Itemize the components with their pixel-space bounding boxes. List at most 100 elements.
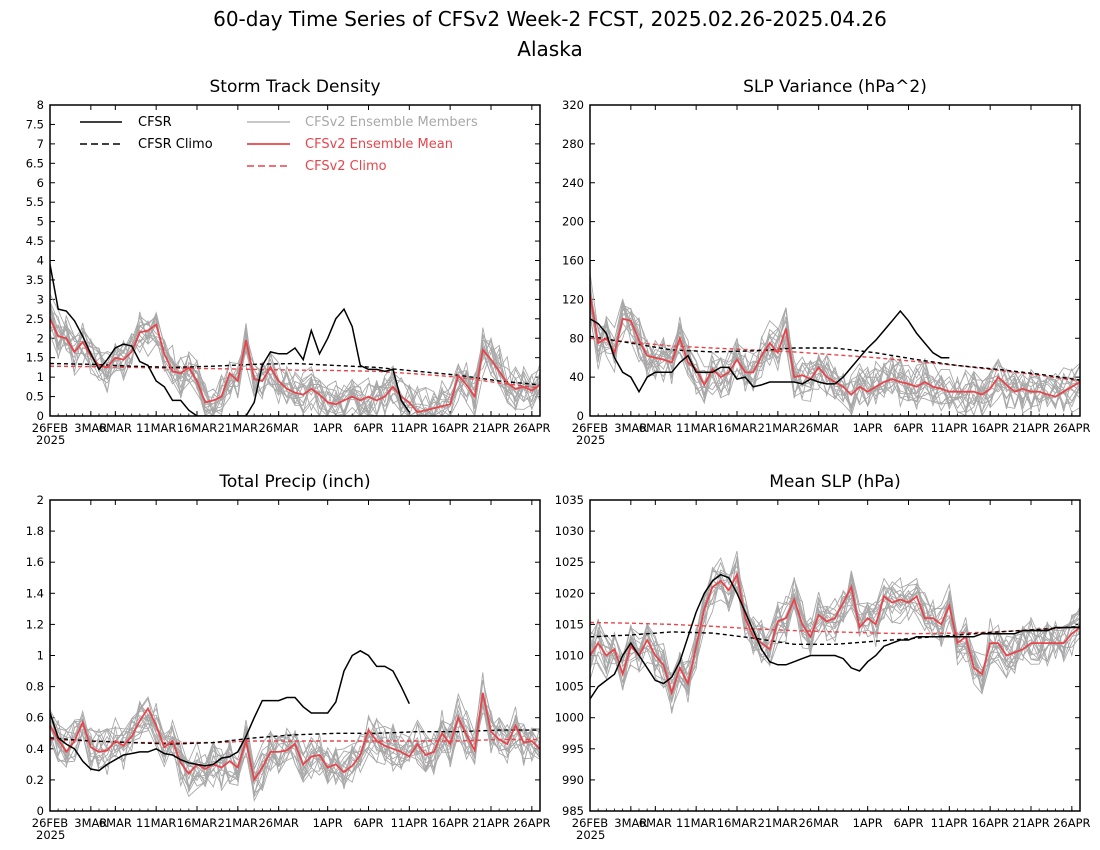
x-tick-label: 26APR — [1053, 816, 1090, 830]
x-tick-label: 6MAR — [99, 816, 132, 830]
cfsr-line — [50, 649, 410, 772]
y-tick-label: 0.8 — [26, 680, 44, 694]
panel-title: Storm Track Density — [209, 77, 380, 97]
x-year-label: 2025 — [36, 433, 65, 447]
cfsv2-climo-line — [590, 337, 1080, 382]
ensemble-member-line — [50, 703, 540, 793]
cfsr-line — [590, 573, 1080, 700]
x-tick-label: 1APR — [853, 816, 883, 830]
x-tick-label: 16APR — [971, 816, 1008, 830]
y-tick-label: 2 — [37, 331, 44, 345]
plot-frame — [49, 499, 541, 812]
plot-frame — [589, 499, 1081, 812]
y-tick-label: 3.5 — [26, 273, 44, 287]
legend-cfsv2-climo-label: CFSv2 Climo — [305, 159, 387, 174]
y-tick-label: 1.2 — [26, 617, 44, 631]
legend-ens-mean-label: CFSv2 Ensemble Mean — [305, 137, 453, 152]
ensemble-member-line — [50, 293, 540, 416]
y-tick-label: 1025 — [555, 555, 584, 569]
y-tick-label: 80 — [569, 331, 584, 345]
x-tick-label: 21MAR — [218, 816, 258, 830]
x-tick-label: 1APR — [313, 816, 343, 830]
x-tick-label: 26FEB — [32, 421, 69, 435]
y-tick-label: 1.8 — [26, 524, 44, 538]
x-tick-label: 21APR — [472, 816, 509, 830]
y-tick-label: 1.6 — [26, 555, 44, 569]
x-tick-label: 11APR — [391, 421, 428, 435]
ensemble-member-line — [590, 302, 1080, 410]
x-tick-label: 11APR — [931, 421, 968, 435]
x-tick-label: 26MAR — [798, 421, 838, 435]
x-tick-label: 16APR — [431, 816, 468, 830]
y-tick-label: 6 — [37, 176, 44, 190]
plot-area — [590, 550, 1080, 714]
panel-title: Total Precip (inch) — [218, 472, 370, 492]
x-tick-label: 1APR — [853, 421, 883, 435]
x-tick-label: 26MAR — [258, 816, 298, 830]
y-tick-label: 4.5 — [26, 234, 44, 248]
x-tick-label: 11APR — [391, 816, 428, 830]
ensemble-mean-line — [590, 571, 1080, 696]
y-tick-label: 7 — [37, 137, 44, 151]
y-tick-label: 0.6 — [26, 711, 44, 725]
y-tick-label: 0.5 — [26, 390, 44, 404]
y-tick-label: 0 — [37, 409, 44, 423]
ensemble-member-line — [590, 299, 1080, 413]
y-tick-label: 240 — [562, 176, 584, 190]
x-tick-label: 6MAR — [639, 816, 672, 830]
cfsr-climo-line — [590, 335, 1080, 381]
y-tick-label: 1035 — [555, 493, 584, 507]
ensemble-member-line — [590, 574, 1080, 693]
ensemble-member-line — [590, 569, 1080, 704]
y-tick-label: 1.5 — [26, 351, 44, 365]
legend-ens-members-label: CFSv2 Ensemble Members — [305, 115, 478, 130]
x-tick-label: 21APR — [1012, 421, 1049, 435]
y-tick-label: 2.5 — [26, 312, 44, 326]
y-tick-label: 3 — [37, 292, 44, 306]
plot-frame — [589, 104, 1081, 417]
y-tick-label: 990 — [562, 773, 584, 787]
y-tick-label: 1030 — [555, 524, 584, 538]
x-tick-label: 6MAR — [99, 421, 132, 435]
y-tick-label: 5 — [37, 215, 44, 229]
panel-storm-track: Storm Track Density 0 0.5 1 1.5 2 2.5 3 3.5 4 4.5 5… — [26, 77, 551, 447]
x-tick-label: 6APR — [893, 816, 923, 830]
y-tick-label: 280 — [562, 137, 584, 151]
y-tick-label: 200 — [562, 215, 584, 229]
figure-title: 60-day Time Series of CFSv2 Week-2 FCST,… — [213, 7, 887, 31]
x-tick-label: 21MAR — [758, 816, 798, 830]
x-tick-label: 6APR — [353, 816, 383, 830]
y-tick-label: 1005 — [555, 680, 584, 694]
x-tick-label: 11MAR — [136, 421, 176, 435]
x-tick-label: 11MAR — [136, 816, 176, 830]
y-tick-label: 985 — [562, 804, 584, 818]
x-tick-label: 11APR — [931, 816, 968, 830]
y-tick-label: 320 — [562, 98, 584, 112]
y-tick-label: 40 — [569, 370, 584, 384]
x-tick-label: 6APR — [353, 421, 383, 435]
cfsr-line — [50, 264, 410, 416]
legend: CFSR CFSR Climo CFSv2 Ensemble Members C… — [80, 115, 478, 174]
y-tick-label: 5.5 — [26, 195, 44, 209]
y-tick-label: 1015 — [555, 617, 584, 631]
y-tick-label: 0.2 — [26, 773, 44, 787]
y-tick-label: 160 — [562, 254, 584, 268]
x-year-label: 2025 — [36, 828, 65, 842]
panel-mean-slp: Mean SLP (hPa) 985 990 995 1000 1005 1010 1015 1… — [555, 472, 1091, 842]
x-year-label: 2025 — [576, 828, 605, 842]
x-tick-label: 16APR — [431, 421, 468, 435]
ensemble-member-line — [590, 296, 1080, 416]
x-tick-label: 26FEB — [572, 421, 609, 435]
x-tick-label: 3MAR — [614, 421, 647, 435]
ensemble-member-line — [590, 568, 1080, 689]
y-tick-label: 1000 — [555, 711, 584, 725]
y-tick-label: 1020 — [555, 586, 584, 600]
x-tick-label: 21APR — [1012, 816, 1049, 830]
x-tick-label: 26MAR — [258, 421, 298, 435]
x-tick-label: 16MAR — [177, 816, 217, 830]
x-tick-label: 26FEB — [572, 816, 609, 830]
ensemble-member-line — [590, 302, 1080, 414]
x-tick-label: 3MAR — [74, 421, 107, 435]
x-tick-label: 21APR — [472, 421, 509, 435]
